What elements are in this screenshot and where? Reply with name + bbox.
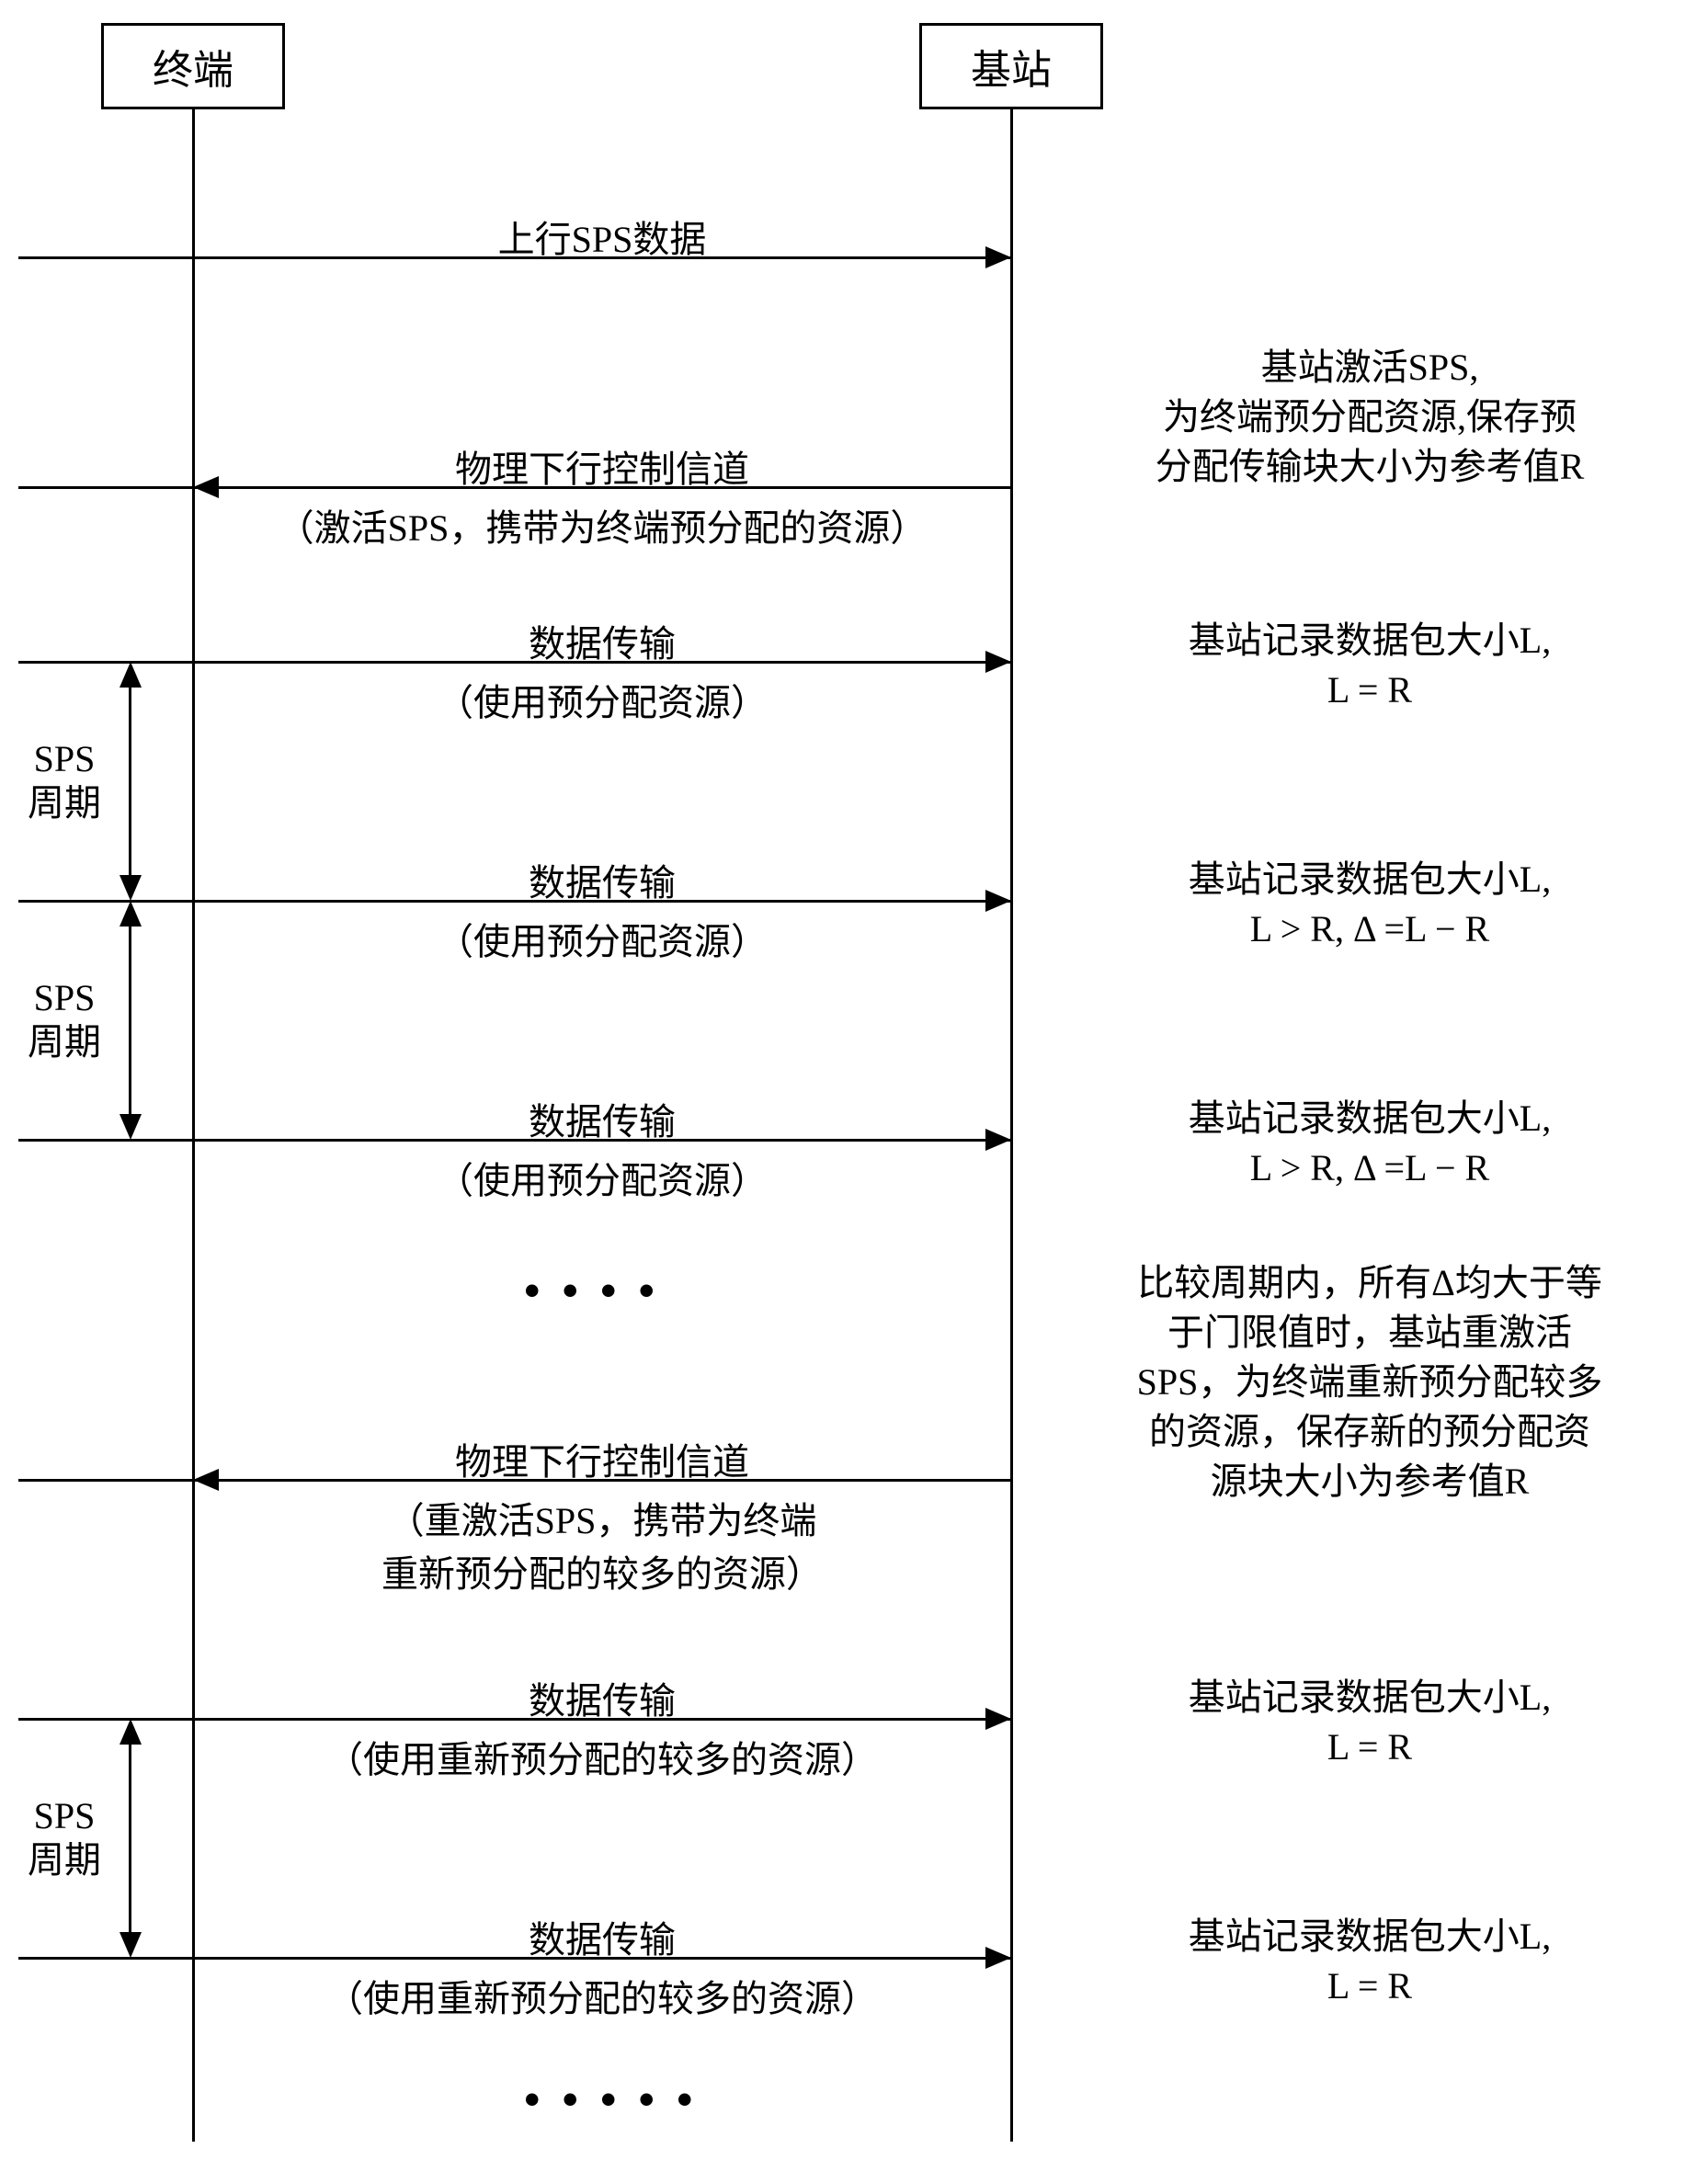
participant-terminal-label: 终端: [153, 48, 233, 93]
arrow-head-up-icon: [120, 1719, 142, 1745]
message-label-below: （使用重新预分配的较多的资源）: [202, 1730, 1002, 1783]
sps-period-label: SPS 周期: [9, 1794, 120, 1882]
arrow-head-down-icon: [120, 1114, 142, 1140]
message-label-above: 数据传输: [211, 614, 993, 667]
message-label-above: 物理下行控制信道: [211, 1432, 993, 1485]
message-label-above: 数据传输: [211, 853, 993, 906]
arrow-head-down-icon: [120, 875, 142, 901]
sps-period-label: SPS 周期: [9, 737, 120, 825]
message-label-below: （使用预分配资源）: [202, 912, 1002, 965]
note-right: 比较周期内，所有Δ均大于等 于门限值时，基站重激活 SPS，为终端重新预分配较多…: [1039, 1258, 1701, 1506]
message-label-below: （使用预分配资源）: [202, 673, 1002, 726]
note-right: 基站激活SPS, 为终端预分配资源,保存预 分配传输块大小为参考值R: [1039, 343, 1701, 492]
message-label-above: 物理下行控制信道: [211, 439, 993, 493]
arrow-head-up-icon: [120, 662, 142, 688]
ellipsis-dots: ••••: [524, 1264, 677, 1317]
participant-base-station-label: 基站: [971, 48, 1052, 93]
message-label-below: （激活SPS，携带为终端预分配的资源）: [202, 498, 1002, 551]
ellipsis-dots: •••••: [524, 2073, 715, 2126]
arrow-head-up-icon: [120, 901, 142, 927]
note-right: 基站记录数据包大小L, L = R: [1039, 1912, 1701, 2011]
message-label-below: （重激活SPS，携带为终端 重新预分配的较多的资源）: [202, 1491, 1002, 1597]
sps-period-arrow-line: [129, 906, 131, 1134]
participant-base-station: 基站: [919, 23, 1103, 109]
note-right: 基站记录数据包大小L, L > R, Δ =L − R: [1039, 1094, 1701, 1193]
lifeline-base-station: [1010, 108, 1013, 2142]
note-right: 基站记录数据包大小L, L = R: [1039, 616, 1701, 715]
message-label-below: （使用预分配资源）: [202, 1151, 1002, 1204]
message-label-above: 数据传输: [211, 1671, 993, 1724]
message-label-above: 数据传输: [211, 1092, 993, 1145]
participant-terminal: 终端: [101, 23, 285, 109]
sps-period-arrow-line: [129, 667, 131, 895]
note-right: 基站记录数据包大小L, L = R: [1039, 1673, 1701, 1772]
message-label-above: 数据传输: [211, 1910, 993, 1963]
arrow-head-down-icon: [120, 1932, 142, 1958]
message-label-below: （使用重新预分配的较多的资源）: [202, 1969, 1002, 2022]
sps-period-arrow-line: [129, 1724, 131, 1952]
message-label-above: 上行SPS数据: [211, 210, 993, 263]
sps-period-label: SPS 周期: [9, 976, 120, 1064]
note-right: 基站记录数据包大小L, L > R, Δ =L − R: [1039, 855, 1701, 954]
lifeline-terminal: [192, 108, 195, 2142]
